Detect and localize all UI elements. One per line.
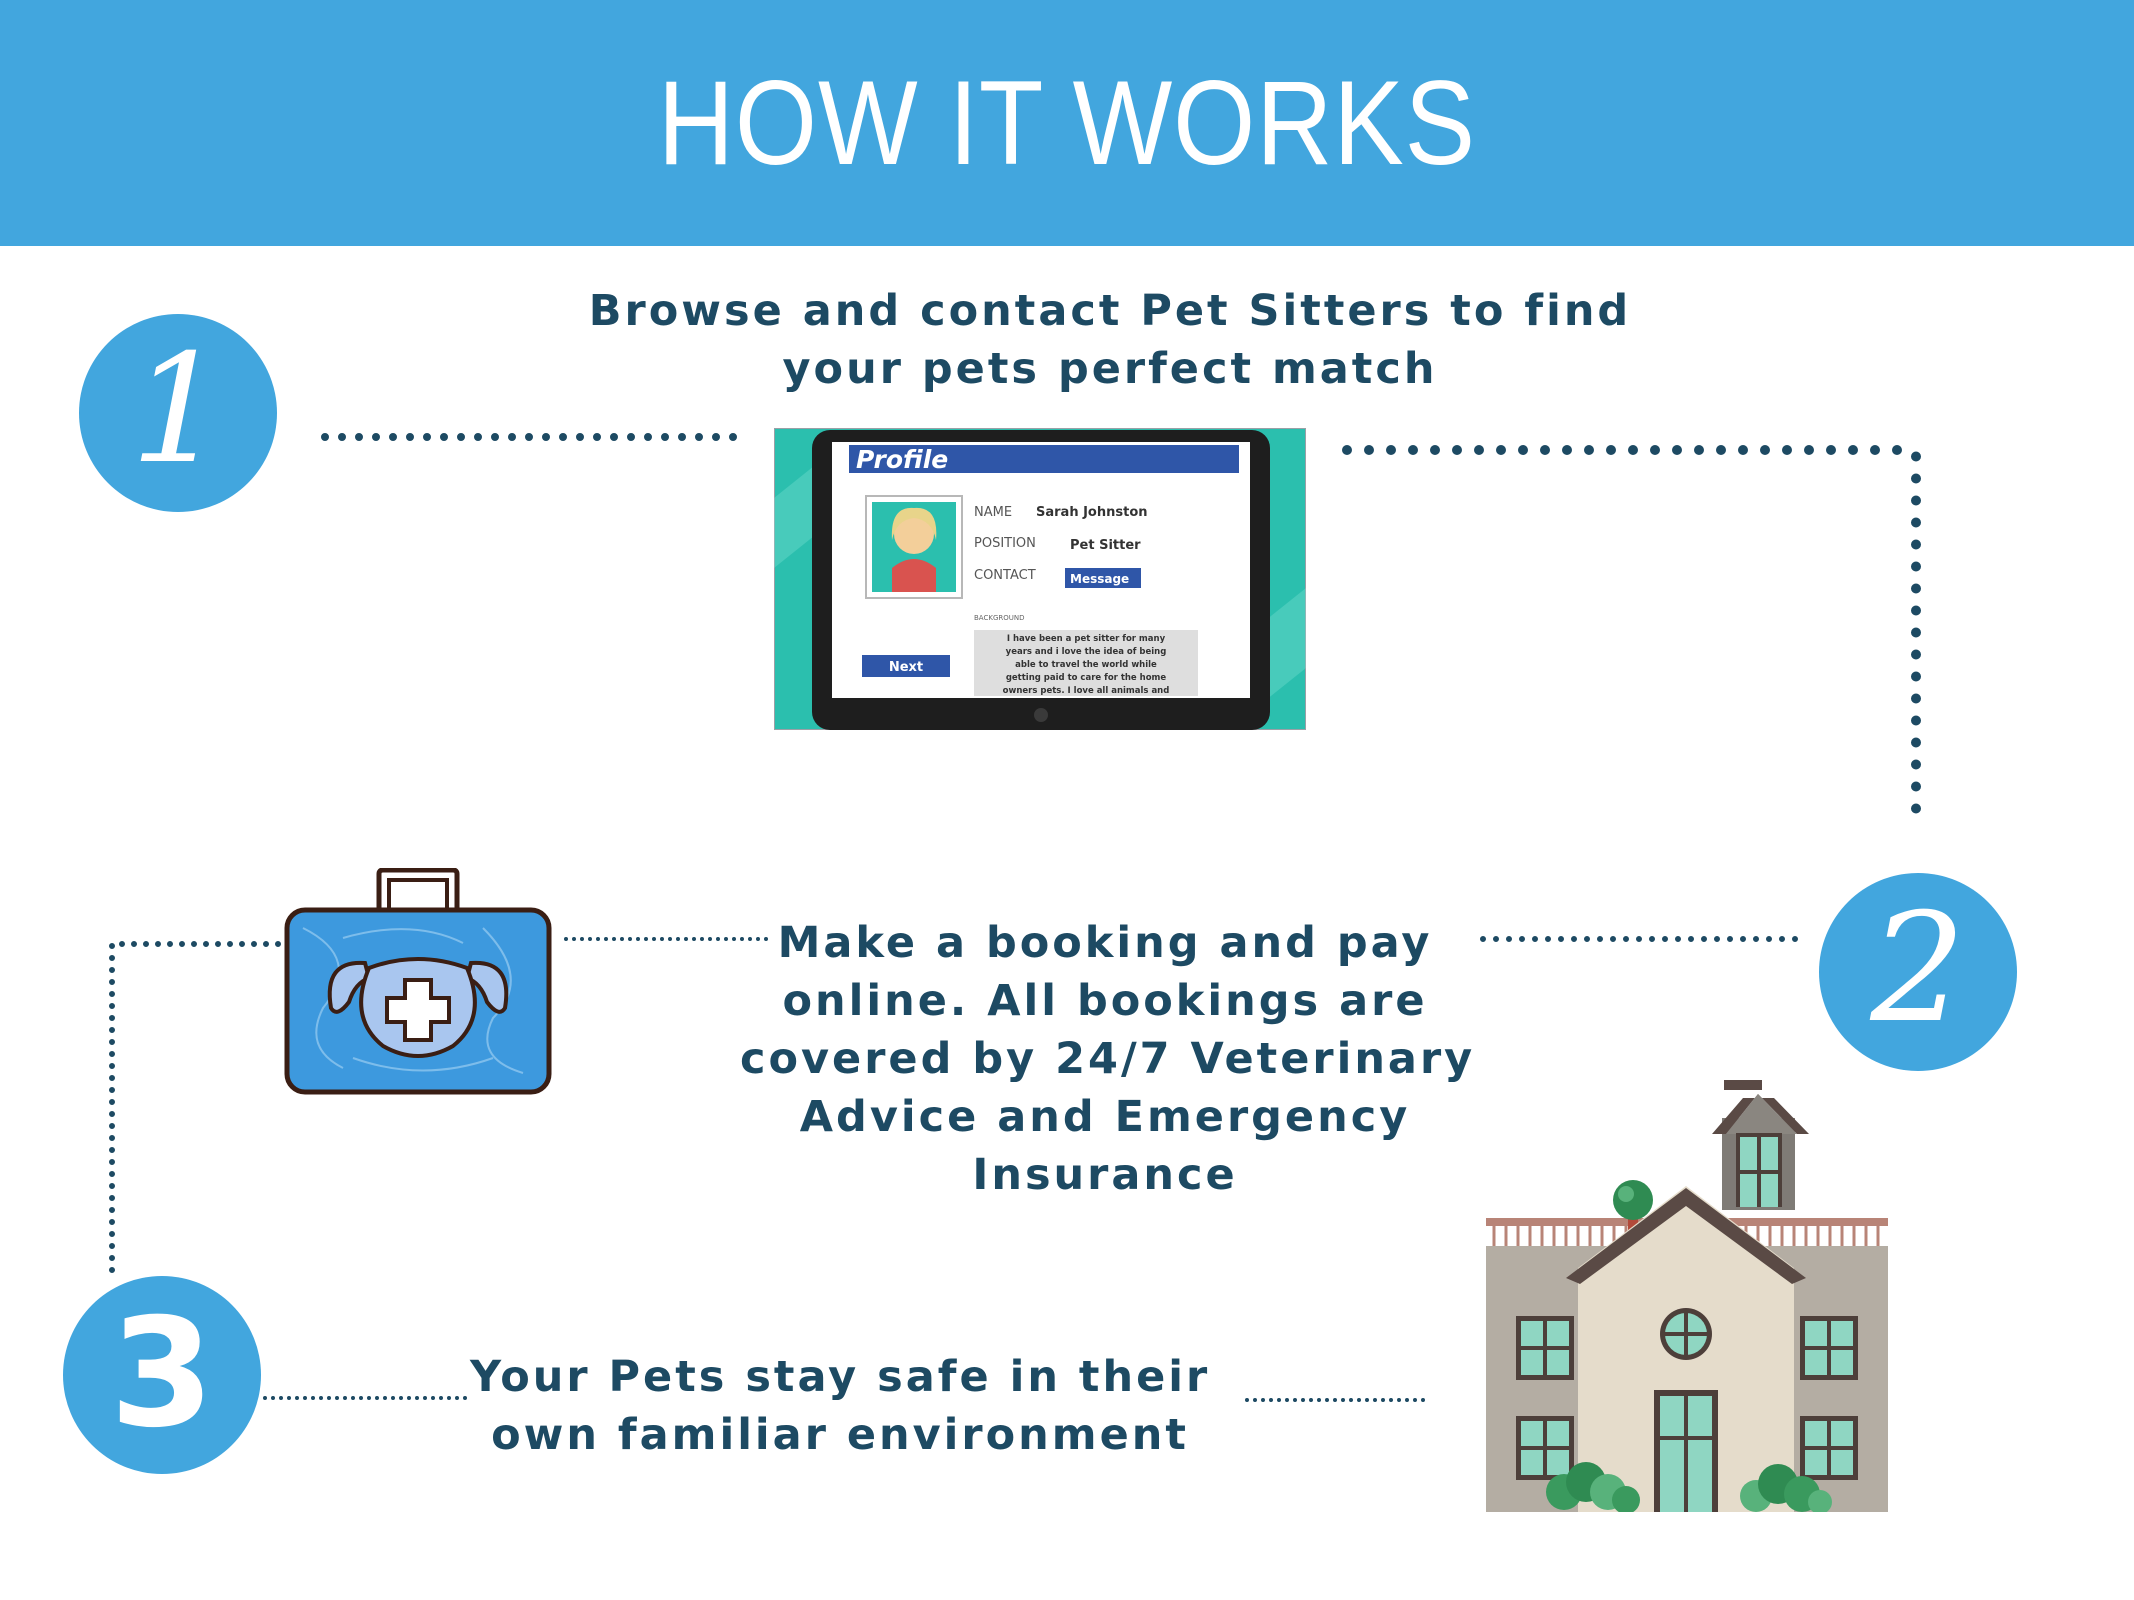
- step-3-number: 3: [110, 1287, 214, 1461]
- step-2-line: Advice and Emergency: [799, 1092, 1411, 1142]
- step-1-line: your pets perfect match: [782, 344, 1438, 394]
- step-2-line: covered by 24/7 Veterinary: [740, 1034, 1476, 1084]
- house-icon: [1486, 1080, 1888, 1512]
- step-2-line: online. All bookings are: [782, 976, 1428, 1026]
- step-2-line: Make a booking and pay: [777, 918, 1433, 968]
- position-label: POSITION: [974, 536, 1036, 551]
- step-2-number: 2: [1869, 882, 1965, 1056]
- page-title: HOW IT WORKS: [657, 56, 1477, 190]
- background-label: BACKGROUND: [974, 614, 1025, 622]
- connector-1-to-2: [1342, 445, 1921, 831]
- background-line: getting paid to care for the home: [1006, 673, 1167, 683]
- name-value: Sarah Johnston: [1036, 505, 1148, 520]
- background-line: I have been a pet sitter for many: [1007, 634, 1166, 644]
- step-2-line: Insurance: [972, 1150, 1238, 1200]
- name-label: NAME: [974, 505, 1012, 520]
- tablet-profile-icon: Profile NAME Sarah Johnston POSITION Pet…: [774, 428, 1306, 730]
- step-2-text: Make a booking and pay online. All booki…: [740, 914, 1476, 1204]
- step-1-text: Browse and contact Pet Sitters to find y…: [560, 282, 1660, 398]
- dog-medical-kit-icon: [284, 868, 552, 1095]
- message-button: Message: [1070, 572, 1129, 586]
- step-3-text: Your Pets stay safe in their own familia…: [470, 1348, 1210, 1464]
- step-3-line: own familiar environment: [491, 1410, 1189, 1460]
- step-2-badge: 2: [1819, 873, 2017, 1071]
- profile-card-title: Profile: [856, 445, 948, 474]
- step-1-number: 1: [130, 323, 225, 497]
- background-line: able to travel the world while: [1015, 660, 1157, 670]
- background-line: owners pets. I love all animals and: [1003, 686, 1170, 696]
- step-3-badge: 3: [63, 1276, 261, 1474]
- step-3-line: Your Pets stay safe in their: [470, 1352, 1211, 1402]
- next-button: Next: [889, 660, 923, 675]
- header-banner: HOW IT WORKS: [0, 0, 2134, 246]
- step-1-badge: 1: [79, 314, 277, 512]
- connector-kit-to-3: [109, 941, 281, 1278]
- position-value: Pet Sitter: [1070, 538, 1141, 553]
- background-line: years and i love the idea of being: [1006, 647, 1167, 657]
- contact-label: CONTACT: [974, 568, 1036, 583]
- step-1-line: Browse and contact Pet Sitters to find: [588, 286, 1632, 336]
